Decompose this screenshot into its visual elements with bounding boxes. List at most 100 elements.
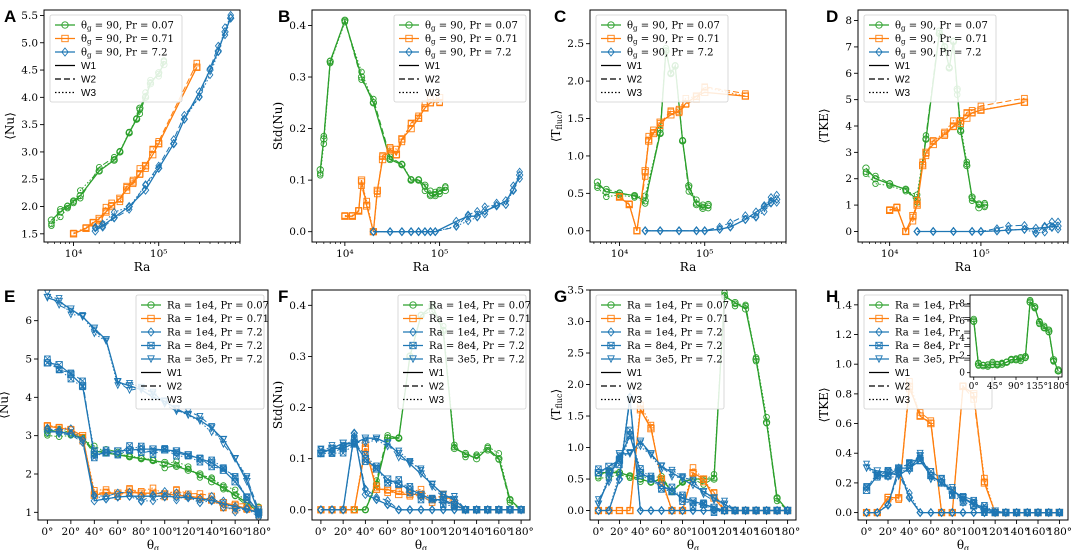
x-tick-label: 100° xyxy=(961,526,986,538)
marker-diamond xyxy=(370,227,377,237)
marker-circle xyxy=(1036,320,1043,328)
legend-label: Ra = 1e4, Pr = 0.71 xyxy=(167,314,269,325)
marker-triangle-down xyxy=(384,439,392,447)
marker-diamond xyxy=(1032,223,1040,234)
marker-triangle-down xyxy=(615,456,623,464)
marker-circle xyxy=(693,196,700,204)
marker-diamond xyxy=(959,508,967,517)
marker-triangle-down xyxy=(742,507,750,515)
legend-label: W3 xyxy=(81,88,96,99)
marker-diamond xyxy=(149,496,157,506)
y-tick-label: 0.4 xyxy=(835,448,852,460)
marker-square xyxy=(393,145,400,153)
marker-diamond xyxy=(502,200,510,210)
marker-x-square xyxy=(91,447,98,454)
marker-diamond xyxy=(675,226,683,236)
marker-diamond xyxy=(516,174,524,184)
marker-square xyxy=(362,444,369,451)
y-tick-label: 1.5 xyxy=(21,228,38,240)
legend-text-part: Ra = 1e4, Pr = 7.2 xyxy=(895,328,991,339)
marker-triangle-down xyxy=(721,501,729,509)
legend-text-part: Ra = 8e4, Pr = 7.2 xyxy=(167,341,263,352)
legend-label: θg = 90, Pr = 7.2 xyxy=(895,48,981,60)
marker-circle xyxy=(968,195,976,202)
marker-diamond xyxy=(170,135,178,144)
marker-diamond xyxy=(752,212,760,222)
x-tick-label: 120° xyxy=(442,526,467,538)
series-line-blue-w2 xyxy=(866,451,1060,514)
marker-diamond xyxy=(170,139,178,148)
marker-square xyxy=(108,199,115,207)
legend-text-part: W3 xyxy=(81,88,96,99)
marker-diamond xyxy=(641,226,649,236)
marker-circle xyxy=(317,170,324,177)
marker-diamond xyxy=(884,500,892,509)
marker-circle xyxy=(320,140,328,148)
marker-circle xyxy=(631,194,638,201)
x-tick-label: 10⁵ xyxy=(150,248,168,260)
panel-letter: G xyxy=(554,287,567,306)
x-tick-label: 10⁵ xyxy=(696,248,714,260)
marker-x-square xyxy=(208,456,215,464)
marker-circle xyxy=(409,301,417,309)
marker-x-square xyxy=(384,479,391,487)
marker-circle xyxy=(48,222,55,229)
marker-x-square-cross xyxy=(79,383,86,390)
marker-triangle-down xyxy=(657,462,665,470)
legend-theta: θ xyxy=(895,21,901,32)
legend-text-part: W3 xyxy=(627,88,642,99)
marker-circle xyxy=(1036,318,1043,325)
marker-triangle-down xyxy=(361,440,369,448)
y-tick-label: 0 xyxy=(845,226,852,238)
marker-x-square xyxy=(395,480,403,487)
series-group xyxy=(594,290,792,516)
legend-label: Ra = 3e5, Pr = 7.2 xyxy=(167,355,263,366)
marker-x-square-cross xyxy=(208,463,215,471)
y-tick-label: 3.5 xyxy=(567,285,584,297)
marker-square xyxy=(607,314,615,323)
marker-diamond xyxy=(700,506,707,515)
legend-label: W1 xyxy=(81,61,96,72)
x-tick-label: 160° xyxy=(1025,526,1050,538)
marker-square xyxy=(363,201,370,209)
marker-square xyxy=(893,203,901,211)
marker-x-square-cross xyxy=(406,489,413,497)
marker-x-square-cross xyxy=(409,342,417,349)
marker-diamond xyxy=(184,490,192,500)
x-tick-label: 0° xyxy=(315,526,327,538)
legend-text-part: = 90, Pr = 0.07 xyxy=(906,21,988,32)
marker-circle xyxy=(362,506,369,514)
marker-square xyxy=(193,59,201,67)
legend-text-part: W3 xyxy=(425,88,440,99)
marker-square xyxy=(373,482,380,489)
marker-x-square xyxy=(595,465,602,472)
marker-x-square xyxy=(607,341,615,350)
marker-triangle-down xyxy=(884,474,892,482)
marker-triangle-down xyxy=(43,293,51,301)
marker-x-square-cross xyxy=(384,480,391,487)
legend-theta: θ xyxy=(81,34,87,45)
marker-diamond xyxy=(875,327,883,337)
marker-diamond xyxy=(110,207,118,217)
marker-triangle-down xyxy=(196,413,204,421)
marker-square xyxy=(895,496,902,503)
marker-x-square xyxy=(647,474,655,482)
marker-x-square xyxy=(44,359,51,367)
series-line-blue-w2 xyxy=(597,442,788,511)
marker-circle xyxy=(975,362,982,369)
marker-diamond xyxy=(452,216,461,227)
legend-text-part: Ra = 1e4, Pr = 7.2 xyxy=(167,328,263,339)
marker-square xyxy=(349,212,356,219)
y-tick-label: 0.3 xyxy=(289,72,306,84)
marker-square xyxy=(341,212,349,219)
marker-x-square xyxy=(417,496,425,504)
y-tick-label: 1.0 xyxy=(835,359,852,371)
marker-circle xyxy=(405,21,413,29)
marker-triangle-down xyxy=(350,438,358,446)
legend-theta: θ xyxy=(425,21,431,32)
legend-label: Ra = 3e5, Pr = 7.2 xyxy=(895,355,991,366)
y-tick-label: 1.0 xyxy=(567,442,584,454)
marker-triangle-down xyxy=(905,460,913,468)
marker-triangle-down xyxy=(125,382,134,391)
